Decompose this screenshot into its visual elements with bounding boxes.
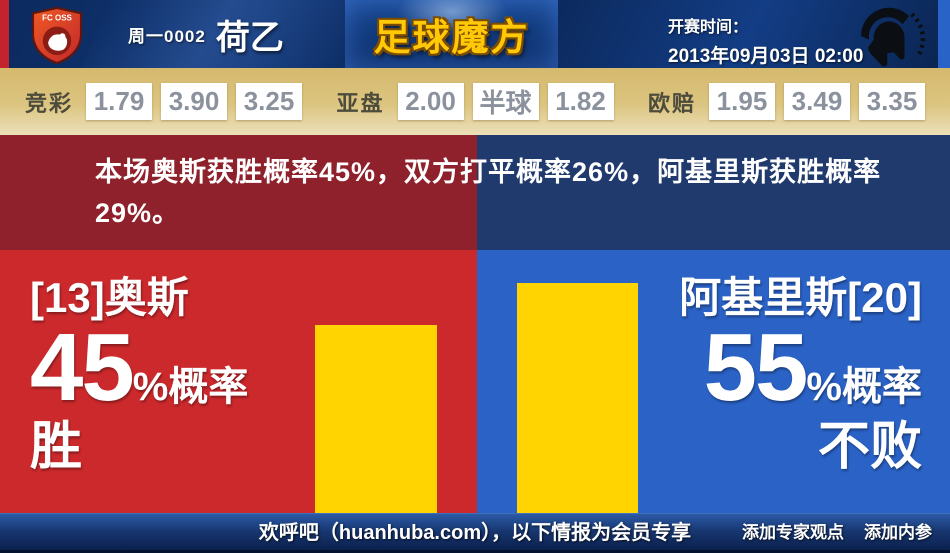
left-red-stripe [0, 0, 9, 68]
home-prediction-block: [13]奥斯 45 %概率 胜 [30, 274, 249, 477]
league-name: 荷乙 [215, 18, 284, 57]
away-percent-value: 55 [703, 314, 809, 422]
match-number: 周一0002 [128, 26, 206, 46]
kickoff-info: 开赛时间： 2013年09月03日 02:00 [668, 13, 863, 68]
footer-links: 添加专家观点 添加内参 [742, 514, 932, 552]
away-prediction-block: 阿基里斯[20] 55 %概率 不败 [679, 274, 922, 477]
jingcai-label: 竞彩 [25, 90, 74, 116]
oupei-away-odds: 3.35 [858, 83, 925, 120]
yapan-handicap: 半球 [472, 83, 539, 120]
jingcai-draw-odds: 3.90 [161, 83, 228, 120]
footer-bar: 欢呼吧（huanhuba.com），以下情报为会员专享 添加专家观点 添加内参 [0, 513, 950, 553]
odds-group-yapan: 亚盘 2.00 半球 1.82 [336, 83, 614, 120]
summary-bg-home [0, 135, 477, 250]
home-percent-suffix: %概率 [132, 365, 249, 410]
oupei-label: 欧赔 [647, 90, 696, 116]
add-insider-info-link[interactable]: 添加内参 [864, 523, 932, 542]
away-helmet-icon [852, 0, 928, 68]
away-probability-bar [517, 283, 638, 513]
summary-bg-away [477, 135, 950, 250]
kickoff-label: 开赛时间： [668, 19, 749, 36]
odds-group-oupei: 欧赔 1.95 3.49 3.35 [648, 83, 925, 120]
home-probability-bar [315, 325, 437, 513]
oupei-draw-odds: 3.49 [783, 83, 850, 120]
probability-summary: 本场奥斯获胜概率45%，双方打平概率26%，阿基里斯获胜概率29%。 [0, 135, 950, 250]
odds-band: 竞彩 1.79 3.90 3.25 亚盘 2.00 半球 1.82 欧赔 1.9… [0, 68, 950, 135]
add-expert-view-link[interactable]: 添加专家观点 [742, 523, 844, 542]
header-banner: FC OSS 周一0002 荷乙 足球魔方 开赛时间： 2013年09月03日 … [0, 0, 950, 68]
match-meta: 周一0002 荷乙 [128, 0, 284, 68]
yapan-home-odds: 2.00 [397, 83, 464, 120]
away-outcome-label: 不败 [817, 418, 922, 477]
odds-group-jingcai: 竞彩 1.79 3.90 3.25 [25, 83, 303, 120]
home-team-crest-icon: FC OSS [30, 6, 84, 68]
oupei-home-odds: 1.95 [708, 83, 775, 120]
kickoff-time: 2013年09月03日 02:00 [668, 46, 864, 67]
jingcai-away-odds: 3.25 [236, 83, 303, 120]
right-blue-stripe [938, 0, 950, 68]
prediction-chart: [13]奥斯 45 %概率 胜 阿基里斯[20] 55 %概率 不败 [0, 250, 950, 513]
away-percent-row: 55 %概率 [679, 314, 922, 422]
summary-text: 本场奥斯获胜概率45%，双方打平概率26%，阿基里斯获胜概率29%。 [95, 157, 882, 228]
yapan-away-odds: 1.82 [547, 83, 614, 120]
home-percent-value: 45 [30, 314, 135, 422]
away-percent-suffix: %概率 [806, 365, 922, 410]
site-logo[interactable]: 足球魔方 [373, 17, 530, 58]
site-notice: 欢呼吧（huanhuba.com），以下情报为会员专享 [258, 522, 692, 544]
yapan-label: 亚盘 [336, 90, 385, 116]
home-outcome-label: 胜 [30, 418, 83, 477]
site-logo-panel[interactable]: 足球魔方 [345, 0, 558, 68]
jingcai-home-odds: 1.79 [86, 83, 153, 120]
home-team-name: [13]奥斯 [30, 274, 189, 321]
home-percent-row: 45 %概率 [30, 314, 249, 422]
home-badge-text: FC OSS [42, 13, 72, 22]
away-team-name: 阿基里斯[20] [679, 274, 922, 321]
